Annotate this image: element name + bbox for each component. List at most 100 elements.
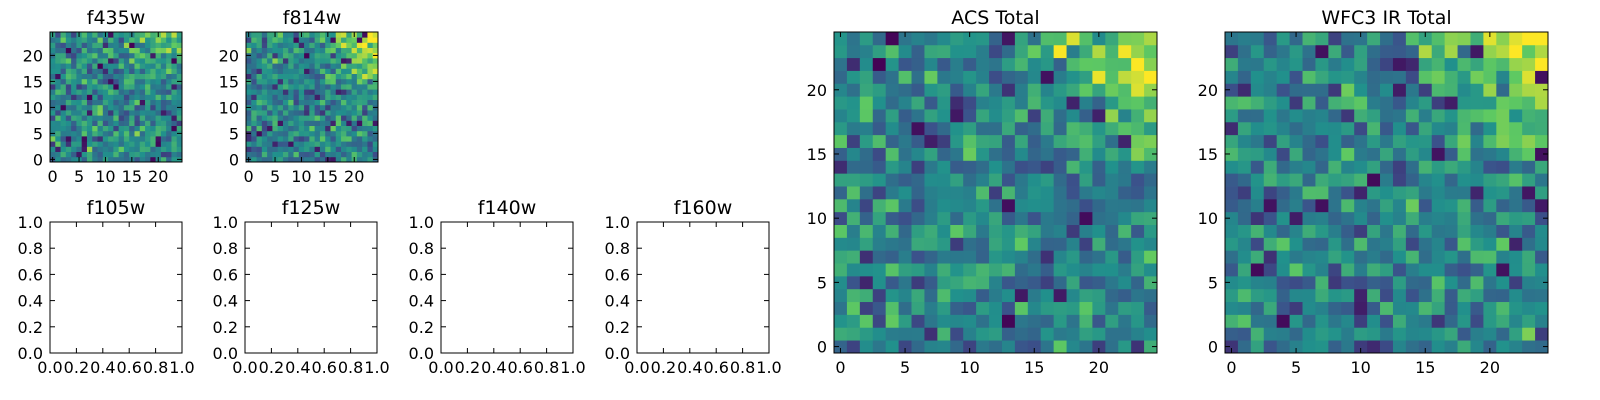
heatmap-cell <box>1522 314 1536 328</box>
heatmap-cell <box>145 110 151 116</box>
heatmap-cell <box>372 84 379 90</box>
heatmap-cell <box>1509 224 1523 238</box>
y-tick-label: 1.0 <box>605 213 630 232</box>
heatmap-cell <box>989 340 1003 354</box>
heatmap-cell <box>97 99 104 106</box>
heatmap-cell <box>1014 275 1029 290</box>
heatmap-cell <box>1066 275 1080 290</box>
heatmap-cell <box>1341 44 1355 59</box>
heatmap-cell <box>113 156 120 163</box>
heatmap-cell <box>155 47 162 54</box>
heatmap-cell <box>1354 250 1368 264</box>
heatmap-cell <box>319 156 326 163</box>
heatmap-cell <box>92 68 98 74</box>
heatmap-cell <box>937 109 951 123</box>
heatmap-cell <box>134 130 141 137</box>
heatmap-cell <box>1079 288 1093 303</box>
heatmap-cell <box>123 78 130 85</box>
heatmap-cell <box>86 78 93 85</box>
heatmap-cell <box>1263 211 1278 225</box>
heatmap-cell <box>267 52 273 59</box>
heatmap-cell <box>1105 57 1119 71</box>
heatmap-cell <box>1237 147 1252 161</box>
heatmap-cell <box>859 44 874 59</box>
heatmap-cell <box>1040 275 1055 290</box>
heatmap-cell <box>171 37 178 43</box>
heatmap-cell <box>288 110 294 116</box>
heatmap-cell <box>834 134 848 148</box>
heatmap-cell <box>1470 44 1484 59</box>
heatmap-cell <box>293 63 300 69</box>
heatmap-cell <box>1053 109 1067 123</box>
heatmap-cell <box>1496 160 1510 174</box>
x-tick-label: 0 <box>1226 358 1236 377</box>
heatmap-cell <box>113 52 120 59</box>
heatmap-cell <box>86 52 93 59</box>
heatmap-cell <box>1315 327 1329 341</box>
heatmap-cell <box>1053 134 1067 148</box>
heatmap-cell <box>898 173 912 187</box>
heatmap-cell <box>171 141 178 147</box>
heatmap-cell <box>319 37 326 43</box>
heatmap-cell <box>277 125 284 132</box>
heatmap-cell <box>160 151 167 158</box>
heatmap-cell <box>1276 160 1290 174</box>
heatmap-cell <box>1040 134 1055 148</box>
heatmap-cell <box>335 115 342 121</box>
heatmap-cell <box>859 57 874 71</box>
heatmap-cell <box>963 70 977 84</box>
heatmap-cell <box>282 130 289 137</box>
heatmap-cell <box>1341 275 1355 290</box>
heatmap-cell <box>330 58 337 64</box>
heatmap-cell <box>335 42 342 48</box>
heatmap-cell <box>1496 327 1510 341</box>
heatmap-cell <box>1509 250 1523 264</box>
heatmap-cell <box>134 104 141 111</box>
heatmap-cell <box>71 42 77 48</box>
heatmap-cell <box>1053 32 1067 46</box>
heatmap-cell <box>1263 44 1278 59</box>
heatmap-cell <box>367 110 374 116</box>
heatmap-cell <box>989 288 1003 303</box>
heatmap-cell <box>346 146 352 152</box>
heatmap-cell <box>288 130 294 137</box>
heatmap-cell <box>1289 70 1303 84</box>
heatmap-cell <box>1341 288 1355 303</box>
heatmap-cell <box>351 115 358 121</box>
chart-title-wfc3-ir-total: WFC3 IR Total <box>1321 7 1451 29</box>
heatmap-cell <box>989 109 1003 123</box>
heatmap-cell <box>171 125 178 132</box>
heatmap-cell <box>113 42 120 48</box>
heatmap-cell <box>251 32 257 38</box>
heatmap-cell <box>1418 263 1433 277</box>
heatmap-cell <box>325 37 331 43</box>
heatmap-cell <box>123 136 130 142</box>
heatmap-cell <box>139 115 146 121</box>
heatmap-cell <box>277 52 284 59</box>
heatmap-cell <box>911 160 925 174</box>
heatmap-cell <box>1225 327 1239 341</box>
heatmap-cell <box>1225 263 1239 277</box>
heatmap-cell <box>166 37 172 43</box>
heatmap-cell <box>1131 211 1145 225</box>
heatmap-cell <box>261 94 268 100</box>
heatmap-cell <box>859 211 874 225</box>
heatmap-cell <box>166 73 172 80</box>
heatmap-cell <box>362 94 368 100</box>
heatmap-cell <box>1092 250 1106 264</box>
heatmap-cell <box>55 130 61 137</box>
heatmap-cell <box>1263 173 1278 187</box>
heatmap-cell <box>1392 275 1407 290</box>
heatmap-cell <box>1079 198 1093 213</box>
heatmap-cell <box>298 73 305 80</box>
heatmap-cell <box>859 109 874 123</box>
heatmap-cell <box>1027 147 1042 161</box>
heatmap-cell <box>335 94 342 100</box>
heatmap-cell <box>97 151 104 158</box>
heatmap-cell <box>176 120 183 126</box>
heatmap-cell <box>351 73 358 80</box>
y-tick-label: 0.4 <box>18 292 43 311</box>
heatmap-cell <box>1250 70 1265 84</box>
heatmap-cell <box>309 78 316 85</box>
heatmap-cell <box>256 94 263 100</box>
